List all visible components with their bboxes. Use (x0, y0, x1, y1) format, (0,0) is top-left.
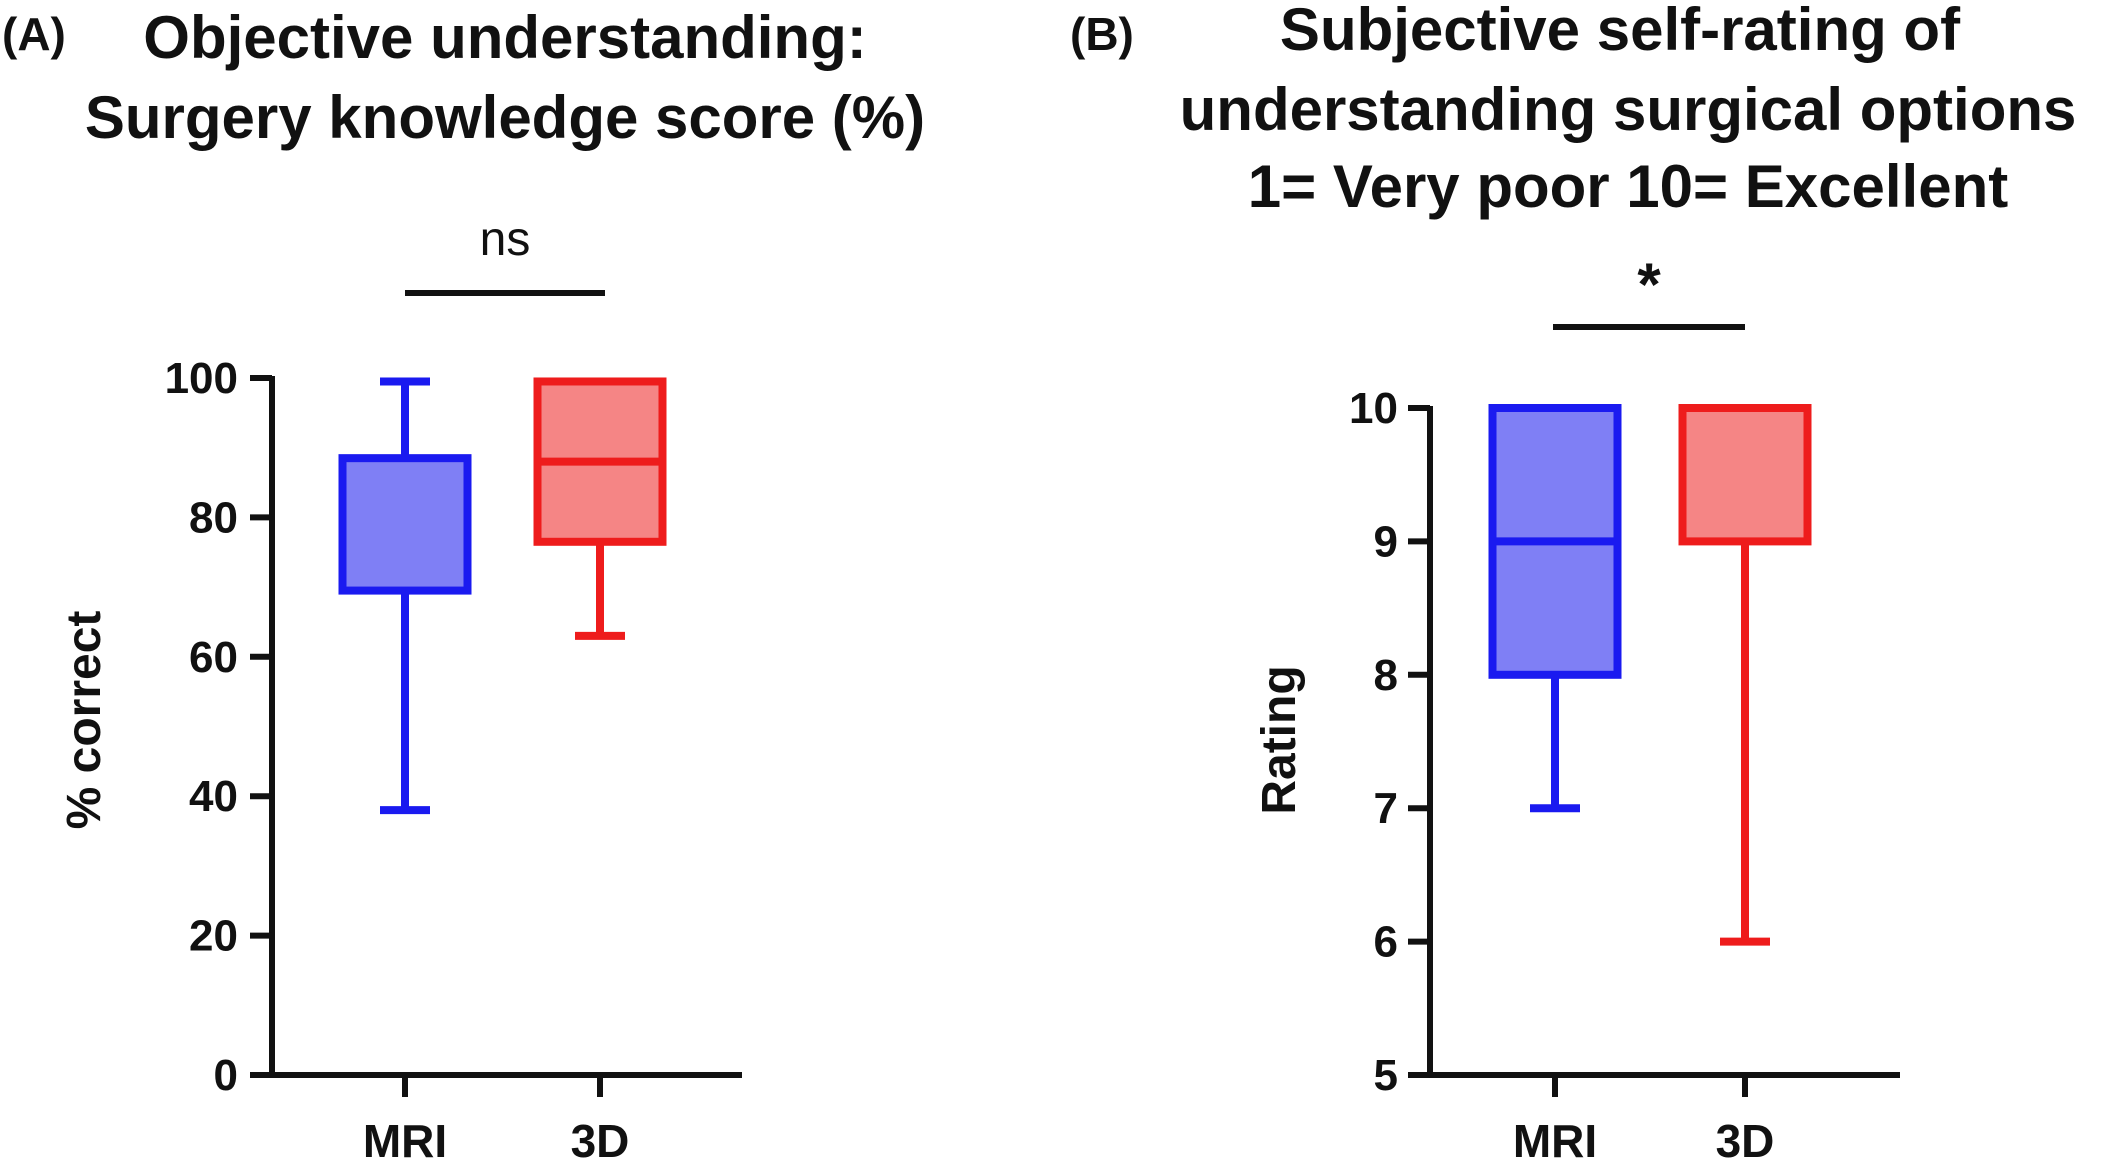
panel-b-y-tick-label: 5 (1374, 1051, 1398, 1100)
panel-a-y-tick-label: 0 (214, 1051, 238, 1100)
panel-b-x-tick-label: 3D (1716, 1115, 1775, 1163)
panel-b-x-tick-label: MRI (1513, 1115, 1597, 1163)
panel-a-plot: 0 20 40 60 80 100 MRI 3D ns (165, 213, 742, 1163)
panel-a-label: (A) (2, 8, 66, 60)
panel-a-y-tick-label: 80 (189, 493, 238, 542)
panel-b-title-line-3: 1= Very poor 10= Excellent (1248, 153, 2008, 220)
panel-b-title-line-2: understanding surgical options (1180, 76, 2077, 143)
panel-a-title-line-1: Objective understanding: (143, 4, 866, 71)
panel-a-y-tick-label: 100 (165, 354, 238, 403)
panel-b-label: (B) (1070, 8, 1134, 60)
panel-a: (A) Objective understanding: Surgery kno… (2, 4, 925, 1163)
panel-b-y-tick-label: 7 (1374, 784, 1398, 833)
panel-b-plot: 5 6 7 8 9 10 MRI 3D * (1349, 251, 1900, 1163)
panel-a-significance-label: ns (480, 213, 531, 266)
panel-a-title-line-2: Surgery knowledge score (%) (85, 84, 925, 151)
panel-a-y-tick-label: 40 (189, 772, 238, 821)
panel-b-y-tick-label: 8 (1374, 651, 1398, 700)
panel-b-y-tick-label: 9 (1374, 517, 1398, 566)
panel-a-y-tick-label: 60 (189, 633, 238, 682)
panel-a-y-axis-label: % correct (58, 611, 111, 830)
panel-a-x-tick-label: MRI (363, 1115, 447, 1163)
panel-b-box-3d-iqr (1678, 404, 1812, 546)
panel-a-box-mri-iqr (338, 454, 472, 595)
panel-b-y-tick-label: 6 (1374, 918, 1398, 967)
panel-b: (B) Subjective self-rating of understand… (1070, 0, 2076, 1163)
panel-a-y-tick-label: 20 (189, 912, 238, 961)
panel-b-significance-label: * (1637, 251, 1661, 318)
panel-b-y-axis-label: Rating (1253, 665, 1306, 814)
panel-a-x-tick-label: 3D (571, 1115, 630, 1163)
panel-b-title-line-1: Subjective self-rating of (1280, 0, 1961, 63)
panel-b-y-tick-label: 10 (1349, 384, 1398, 433)
